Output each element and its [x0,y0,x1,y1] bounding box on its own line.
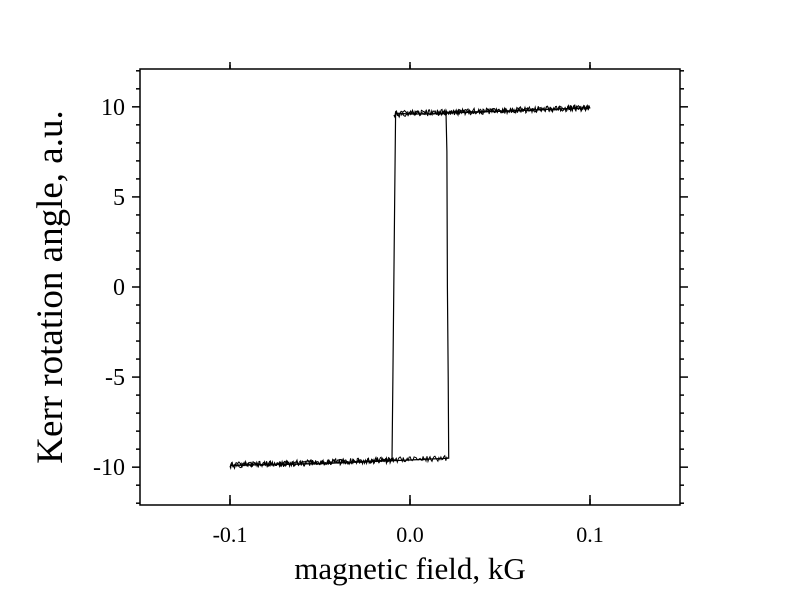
noise-upper-branch-return [395,104,591,117]
y-tick-label: -5 [105,365,125,391]
y-tick-label: -10 [93,455,125,481]
y-tick-label: 10 [101,95,125,121]
x-axis-ticks [229,62,591,505]
y-axis-ticks [132,70,688,504]
y-tick-label: 0 [113,275,125,301]
y-tick-label: 5 [113,185,125,211]
series-layer [229,104,591,471]
x-tick-labels: -0.1 0.0 0.1 [213,522,604,547]
series-line-1 [229,107,591,466]
x-axis-title: magnetic field, kG [294,551,526,586]
y-axis-title: Kerr rotation angle, a.u. [30,110,71,463]
x-tick-label: -0.1 [213,522,248,547]
series-line-2 [229,107,591,466]
x-tick-label: 0.0 [396,522,424,547]
y-tick-labels: 10 5 0 -5 -10 [93,95,125,481]
x-tick-label: 0.1 [576,522,604,547]
plot-frame [139,68,681,506]
noise-lower-branch-return [229,454,449,469]
